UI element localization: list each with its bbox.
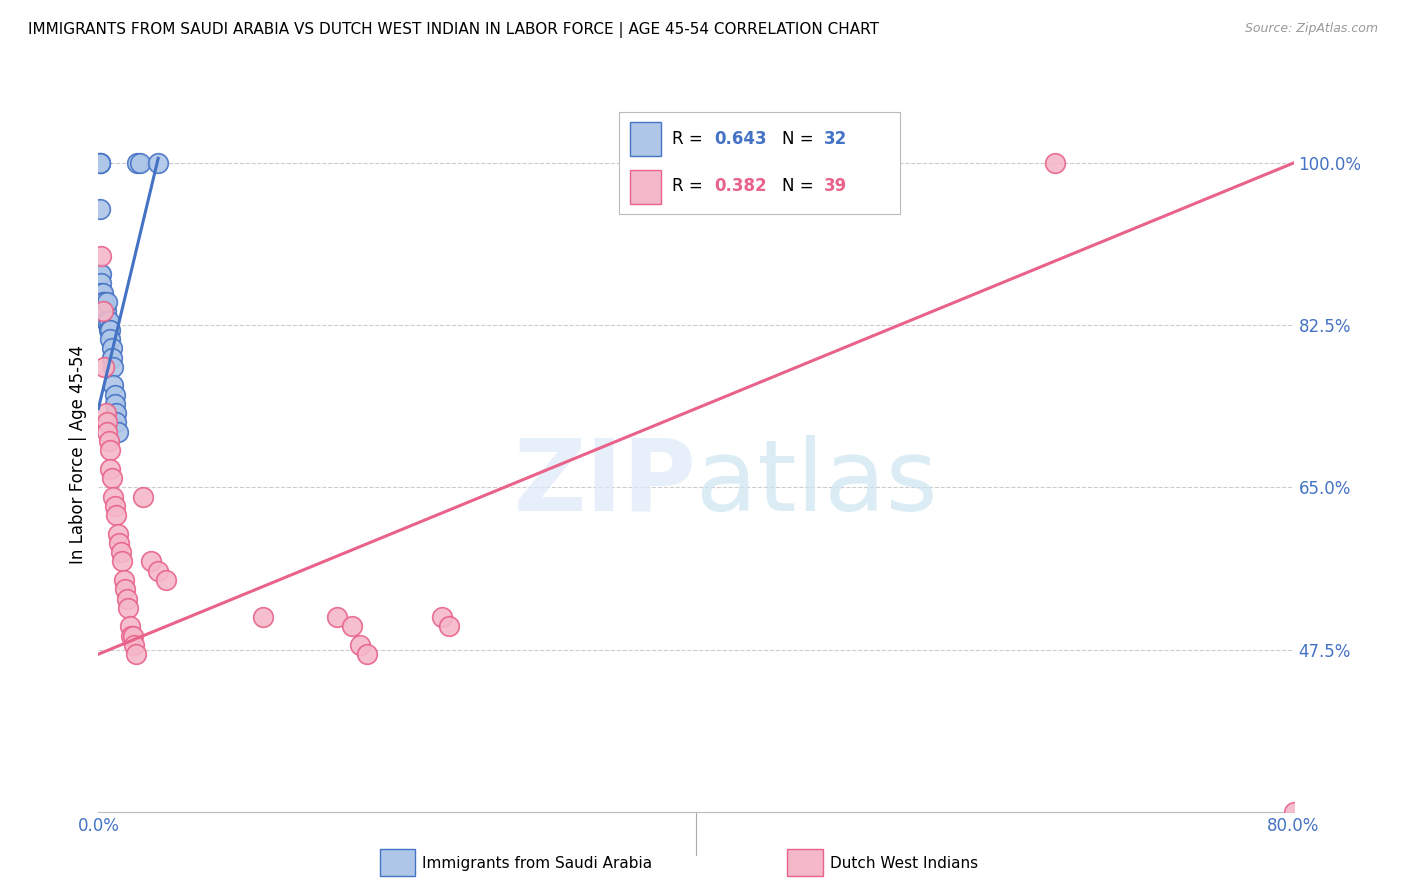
Point — [100, 323, 122, 337]
Text: atlas: atlas — [696, 435, 938, 532]
Point — [1043, 156, 1066, 170]
Point — [108, 536, 131, 550]
Point — [101, 342, 124, 356]
Point — [112, 573, 135, 587]
Text: 39: 39 — [824, 178, 848, 195]
Point — [356, 647, 378, 661]
Point — [120, 629, 142, 643]
Point — [252, 610, 274, 624]
Point — [96, 295, 118, 310]
Text: Source: ZipAtlas.com: Source: ZipAtlas.com — [1244, 22, 1378, 36]
Point — [90, 249, 112, 263]
Point — [94, 313, 117, 327]
Point — [148, 156, 170, 170]
Point — [107, 526, 129, 541]
Point — [89, 202, 111, 217]
Point — [117, 600, 139, 615]
Point — [107, 425, 129, 439]
Point — [430, 610, 453, 624]
Point — [91, 295, 114, 310]
Point — [94, 304, 117, 318]
Text: N =: N = — [782, 130, 818, 148]
Point — [104, 499, 127, 513]
Point — [105, 508, 128, 523]
Point — [104, 387, 127, 401]
Point — [114, 582, 136, 597]
Point — [100, 332, 122, 346]
Point — [115, 591, 138, 606]
Point — [100, 462, 122, 476]
Text: N =: N = — [782, 178, 818, 195]
Point — [96, 313, 118, 327]
Point — [439, 619, 461, 633]
Point — [129, 156, 152, 170]
Text: Immigrants from Saudi Arabia: Immigrants from Saudi Arabia — [422, 856, 652, 871]
Y-axis label: In Labor Force | Age 45-54: In Labor Force | Age 45-54 — [69, 345, 87, 565]
Point — [148, 564, 170, 578]
Point — [91, 285, 114, 300]
Point — [91, 304, 114, 318]
Text: 32: 32 — [824, 130, 848, 148]
Point — [97, 323, 120, 337]
Text: R =: R = — [672, 130, 709, 148]
Text: 0.382: 0.382 — [714, 178, 766, 195]
Point — [121, 629, 143, 643]
Point — [90, 285, 112, 300]
Point — [90, 277, 112, 291]
Point — [96, 416, 118, 430]
Point — [155, 573, 177, 587]
Point — [1282, 805, 1305, 819]
Text: Dutch West Indians: Dutch West Indians — [830, 856, 977, 871]
Point — [89, 156, 111, 170]
Point — [101, 351, 124, 365]
Point — [93, 359, 115, 374]
Text: IMMIGRANTS FROM SAUDI ARABIA VS DUTCH WEST INDIAN IN LABOR FORCE | AGE 45-54 COR: IMMIGRANTS FROM SAUDI ARABIA VS DUTCH WE… — [28, 22, 879, 38]
Point — [127, 156, 149, 170]
Bar — [630, 170, 661, 204]
Text: 0.643: 0.643 — [714, 130, 766, 148]
Bar — [630, 122, 661, 155]
Point — [103, 490, 125, 504]
Point — [90, 267, 112, 281]
Point — [349, 638, 371, 652]
Point — [105, 416, 128, 430]
Point — [342, 619, 364, 633]
Point — [103, 378, 125, 392]
Text: R =: R = — [672, 178, 709, 195]
Point — [100, 443, 122, 458]
Point — [94, 406, 117, 420]
Point — [93, 304, 115, 318]
Point — [89, 267, 111, 281]
Point — [118, 619, 141, 633]
Point — [89, 156, 111, 170]
Point — [326, 610, 349, 624]
Point — [97, 434, 120, 448]
Point — [110, 545, 132, 559]
Point — [124, 638, 146, 652]
Point — [125, 647, 148, 661]
Text: ZIP: ZIP — [513, 435, 696, 532]
Point — [104, 397, 127, 411]
Point — [97, 313, 120, 327]
Point — [139, 554, 162, 568]
Point — [89, 156, 111, 170]
Point — [93, 295, 115, 310]
Point — [105, 406, 128, 420]
Point — [101, 471, 124, 485]
Point — [96, 425, 118, 439]
Point — [111, 554, 134, 568]
Point — [132, 490, 155, 504]
Point — [103, 359, 125, 374]
